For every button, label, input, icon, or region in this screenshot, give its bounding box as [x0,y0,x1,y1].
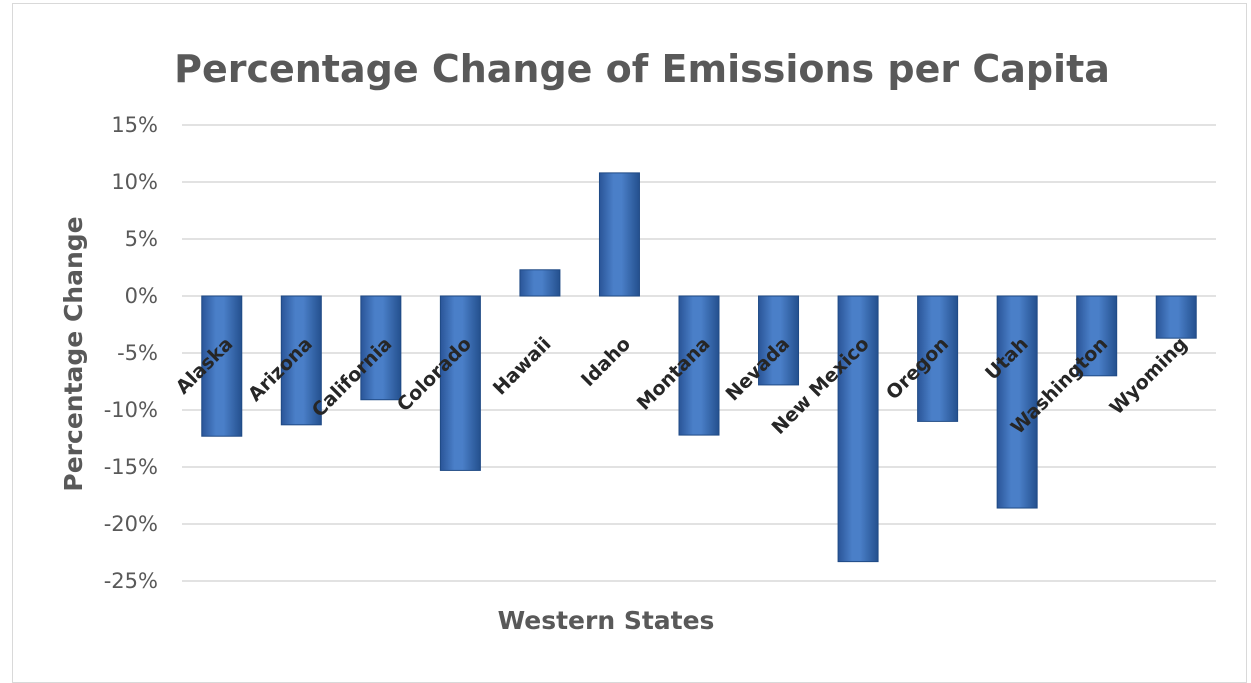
bar-hawaii [519,269,561,297]
bar-arizona [280,295,322,426]
category-label: Hawaii [489,333,556,400]
category-label: Wyoming [1106,333,1192,419]
bar-nevada [758,295,800,386]
y-axis-title: Percentage Change [59,216,88,491]
bar-new-mexico [837,295,879,563]
y-tick-label: 15% [111,113,158,137]
category-label: Idaho [577,333,635,391]
y-tick-label: -25% [104,569,158,593]
bar-wyoming [1155,295,1197,339]
bar-colorado [439,295,481,471]
bar-washington [1076,295,1118,377]
y-tick-label: 0% [125,284,158,308]
bar-montana [678,295,720,436]
y-tick-label: -10% [104,398,158,422]
bar-oregon [917,295,959,422]
bars [201,172,1197,563]
y-tick-label: -15% [104,455,158,479]
y-tick-label: 5% [125,227,158,251]
y-axis-ticks: 15% 10% 5% 0% -5% -10% -15% -20% -25% [104,113,158,593]
y-tick-label: -20% [104,512,158,536]
bar-alaska [201,295,243,437]
bar-california [360,295,402,401]
bar-utah [996,295,1038,509]
x-axis-title: Western States [498,606,715,635]
bar-chart: Percentage Change of Emissions per Capit… [59,47,1216,635]
y-tick-label: 10% [111,170,158,194]
chart-title: Percentage Change of Emissions per Capit… [174,47,1110,91]
y-tick-label: -5% [117,341,158,365]
bar-idaho [598,172,640,297]
